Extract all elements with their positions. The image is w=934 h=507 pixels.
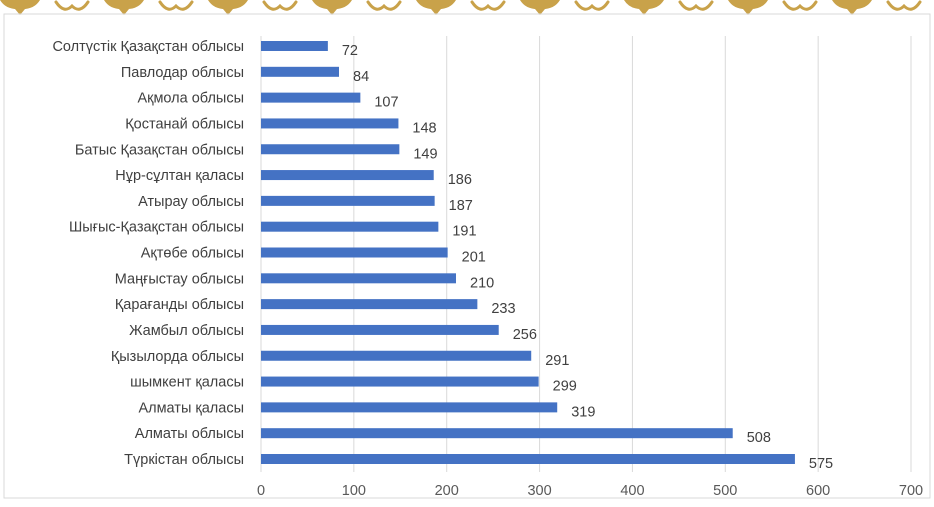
ornament-scroll-icon: [262, 0, 298, 11]
x-axis-ticks: 0 100 200 300 400 500 600 700: [257, 483, 923, 499]
bar: [261, 324, 499, 335]
category-label: Алматы қаласы: [138, 400, 244, 416]
data-label: 319: [571, 404, 595, 420]
data-label: 233: [491, 301, 515, 317]
tick-label: 200: [435, 483, 459, 499]
tick-label: 0: [257, 483, 265, 499]
tick-label: 300: [527, 483, 551, 499]
data-label: 186: [448, 172, 472, 188]
bar: [261, 92, 361, 103]
data-label: 256: [513, 327, 537, 343]
category-label: Түркістан облысы: [124, 452, 244, 468]
ornament-motif-icon: [416, 0, 456, 15]
ornament-motif-icon: [0, 0, 40, 15]
tick-label: 700: [899, 483, 923, 499]
bar: [261, 454, 795, 464]
category-label: Алматы облысы: [135, 426, 244, 442]
category-label: Атырау облысы: [138, 194, 244, 210]
bar: [261, 299, 478, 310]
data-label: 575: [809, 456, 833, 472]
bar: [261, 428, 733, 439]
category-label: Маңғыстау облысы: [115, 271, 244, 287]
ornamental-border: [0, 0, 922, 15]
data-label: 187: [449, 198, 473, 214]
ornament-motif-icon: [832, 0, 872, 15]
category-label: Қарағанды облысы: [115, 297, 244, 313]
data-label: 210: [470, 275, 494, 291]
category-label: Нұр-сұлтан қаласы: [115, 168, 244, 184]
ornament-scroll-icon: [366, 0, 402, 11]
category-label: Жамбыл облысы: [129, 323, 244, 339]
bar: [261, 66, 339, 77]
ornament-motif-icon: [728, 0, 768, 15]
data-label: 148: [412, 120, 436, 136]
bar: [261, 41, 328, 51]
category-label: Ақмола облысы: [137, 91, 244, 107]
ornament-motif-icon: [208, 0, 248, 15]
data-label: 508: [747, 430, 771, 446]
bar: [261, 247, 448, 258]
ornament-motif-icon: [520, 0, 560, 15]
category-label: Шығыс-Қазақстан облысы: [69, 220, 244, 236]
ornament-scroll-icon: [54, 0, 90, 11]
plot-frame: [3, 13, 931, 499]
bar: [261, 195, 435, 206]
ornament-motif-icon: [624, 0, 664, 15]
tick-label: 500: [713, 483, 737, 499]
data-label: 299: [553, 379, 577, 395]
ornament-motif-icon: [104, 0, 144, 15]
category-label: Қостанай облысы: [125, 116, 244, 132]
category-label: Солтүстік Қазақстан облысы: [52, 39, 244, 55]
ornament-scroll-icon: [470, 0, 506, 11]
ornament-scroll-icon: [782, 0, 818, 11]
data-label: 149: [413, 146, 437, 162]
category-label: шымкент қаласы: [130, 375, 244, 391]
data-label: 291: [545, 353, 569, 369]
bar: [261, 350, 532, 361]
ornament-scroll-icon: [574, 0, 610, 11]
category-label: Қызылорда облысы: [111, 349, 244, 365]
category-labels: Солтүстік Қазақстан облысы Павлодар облыс…: [52, 39, 244, 468]
ornament-scroll-icon: [678, 0, 714, 11]
data-label: 191: [452, 224, 476, 240]
data-label: 201: [462, 250, 486, 266]
tick-label: 100: [342, 483, 366, 499]
category-label: Батыс Қазақстан облысы: [75, 142, 244, 158]
ornament-scroll-icon: [886, 0, 922, 11]
data-label: 107: [374, 95, 398, 111]
bar: [261, 402, 558, 413]
tick-label: 400: [620, 483, 644, 499]
ornament-motif-icon: [312, 0, 352, 15]
bar: [261, 221, 439, 232]
bar: [261, 273, 456, 284]
category-label: Павлодар облысы: [121, 65, 244, 81]
bar: [261, 118, 399, 129]
data-label: 72: [342, 43, 358, 59]
data-label: 84: [353, 69, 369, 85]
bar: [261, 170, 434, 181]
bars: [261, 41, 795, 464]
tick-label: 600: [806, 483, 830, 499]
category-label: Ақтөбе облысы: [141, 246, 244, 262]
bar: [261, 376, 539, 387]
value-labels: 72 84 107 148 149 186 187 191 201 210 233 256 291 299…: [342, 43, 833, 472]
ornament-scroll-icon: [158, 0, 194, 11]
bar: [261, 144, 400, 155]
